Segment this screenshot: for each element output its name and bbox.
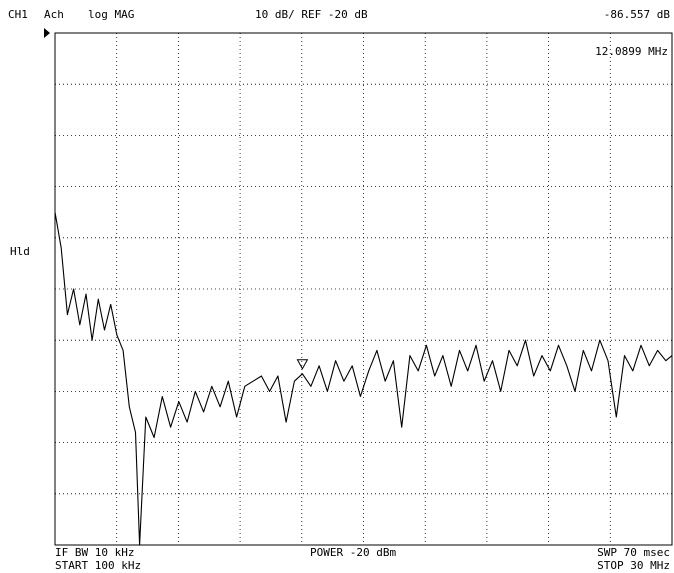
reference-pointer (44, 28, 50, 38)
marker-symbol (296, 359, 309, 370)
power: POWER -20 dBm (310, 546, 396, 559)
marker-frequency: 12.0899 MHz (595, 45, 668, 58)
trace: Ach (44, 8, 64, 21)
scale: 10 dB/ REF -20 dB (255, 8, 368, 21)
channel: CH1 (8, 8, 28, 21)
sweep-time: SWP 70 msec (597, 546, 670, 559)
status: Hld (10, 245, 30, 258)
format: log MAG (88, 8, 134, 21)
if-bandwidth: IF BW 10 kHz (55, 546, 134, 559)
stop-frequency: STOP 30 MHz (597, 559, 670, 572)
trace-line (54, 212, 673, 546)
marker-value: -86.557 dB (604, 8, 671, 21)
start-frequency: START 100 kHz (55, 559, 141, 572)
